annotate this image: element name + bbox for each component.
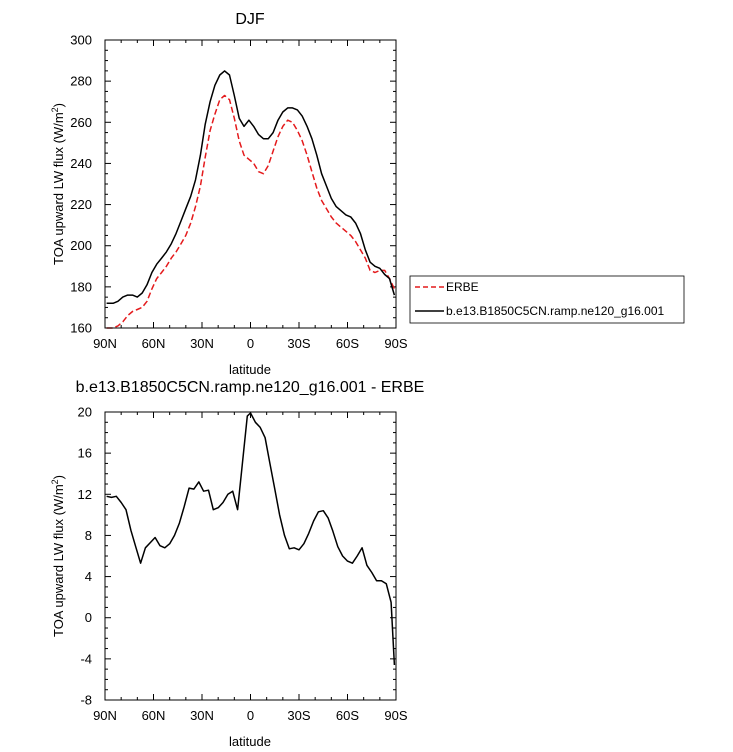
bottom-x-tick-labels: 90N 60N 30N 0 30S 60S 90S — [93, 708, 408, 723]
top-x-tick-label: 0 — [247, 336, 254, 351]
top-y-axis-label: TOA upward LW flux (W/m2) — [50, 103, 66, 265]
top-y-axis-label-sup: 2 — [50, 107, 60, 112]
bottom-x-tick-label: 30N — [190, 708, 214, 723]
bottom-panel: b.e13.B1850C5CN.ramp.ne120_g16.001 - ERB… — [50, 379, 424, 749]
bottom-x-tick-label: 0 — [247, 708, 254, 723]
top-x-tick-label: 30S — [287, 336, 310, 351]
bottom-y-tick-label: 4 — [85, 569, 92, 584]
bottom-y-axis-label: TOA upward LW flux (W/m2) — [50, 475, 66, 637]
top-y-tick-label: 240 — [70, 156, 92, 171]
top-plot-lines — [106, 70, 396, 329]
top-y-tick-labels: 160 180 200 220 240 260 280 300 — [70, 33, 92, 336]
bottom-ticks — [104, 411, 397, 701]
top-y-axis-label-close: ) — [51, 103, 66, 107]
top-y-axis-label-main: TOA upward LW flux (W/m — [51, 112, 66, 265]
top-x-axis-label: latitude — [229, 362, 271, 377]
top-y-tick-label: 280 — [70, 74, 92, 89]
bottom-y-tick-label: -4 — [80, 651, 92, 666]
bottom-y-axis-label-main: TOA upward LW flux (W/m — [51, 484, 66, 637]
bottom-plot-lines — [106, 412, 396, 666]
bottom-x-tick-label: 90N — [93, 708, 117, 723]
top-y-tick-label: 180 — [70, 279, 92, 294]
bottom-y-tick-label: -8 — [80, 693, 92, 708]
bottom-x-tick-label: 30S — [287, 708, 310, 723]
top-y-tick-label: 160 — [70, 321, 92, 336]
top-y-tick-label: 300 — [70, 33, 92, 48]
bottom-y-tick-labels: -8 -4 0 4 8 12 16 20 — [78, 405, 92, 708]
top-series-line-erbe — [106, 94, 396, 329]
bottom-series-line-difference — [106, 412, 396, 666]
top-x-tick-label: 90S — [384, 336, 407, 351]
bottom-x-tick-label: 60S — [336, 708, 359, 723]
bottom-y-tick-label: 0 — [85, 610, 92, 625]
top-x-tick-label: 60S — [336, 336, 359, 351]
bottom-y-tick-label: 16 — [78, 446, 92, 461]
top-x-tick-label: 60N — [142, 336, 166, 351]
bottom-x-axis-label: latitude — [229, 734, 271, 749]
top-y-tick-label: 220 — [70, 197, 92, 212]
bottom-y-tick-label: 12 — [78, 487, 92, 502]
bottom-y-tick-label: 20 — [78, 405, 92, 420]
top-x-tick-label: 30N — [190, 336, 214, 351]
bottom-y-axis-label-close: ) — [51, 475, 66, 479]
top-series-line-model — [106, 70, 396, 305]
top-y-tick-label: 260 — [70, 115, 92, 130]
bottom-y-tick-label: 8 — [85, 528, 92, 543]
bottom-x-tick-label: 60N — [142, 708, 166, 723]
legend-model-label: b.e13.B1850C5CN.ramp.ne120_g16.001 — [446, 304, 664, 318]
bottom-chart-title: b.e13.B1850C5CN.ramp.ne120_g16.001 - ERB… — [76, 379, 425, 396]
bottom-x-tick-label: 90S — [384, 708, 407, 723]
top-chart-title: DJF — [235, 11, 265, 28]
top-y-tick-label: 200 — [70, 238, 92, 253]
top-ticks — [104, 39, 397, 329]
top-x-tick-labels: 90N 60N 30N 0 30S 60S 90S — [93, 336, 408, 351]
top-panel: DJF 90N 60N 30N 0 30S 60S 90S 160 180 200 220 240 2… — [50, 11, 685, 377]
legend-box — [409, 275, 685, 324]
top-plot-frame — [104, 39, 397, 329]
legend-erbe-label: ERBE — [446, 280, 479, 294]
bottom-plot-frame — [104, 411, 397, 701]
top-x-tick-label: 90N — [93, 336, 117, 351]
legend: ERBE b.e13.B1850C5CN.ramp.ne120_g16.001 — [409, 275, 685, 324]
bottom-y-axis-label-sup: 2 — [50, 479, 60, 484]
